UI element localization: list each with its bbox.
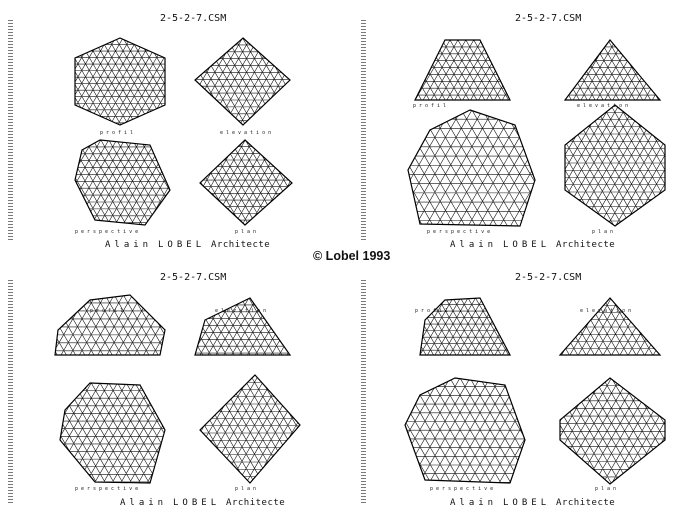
- plan-label: plan: [595, 486, 620, 492]
- wireframe-mesh: [560, 378, 665, 484]
- file-name: 2-5-2-7.CSM: [160, 272, 227, 283]
- mesh-outline: [59, 382, 166, 484]
- wireframe-mesh: [55, 295, 165, 355]
- mesh-outline: [194, 297, 292, 356]
- wireframe-mesh: [200, 375, 300, 483]
- first-name: Alain: [450, 240, 498, 250]
- first-name: Alain: [450, 498, 498, 508]
- perspective-label: perspective: [427, 229, 494, 235]
- wireframe-mesh: [75, 140, 170, 225]
- plan-label: plan: [235, 486, 260, 492]
- elevation-label: elevation: [215, 308, 270, 314]
- wireframe-mesh: [405, 378, 525, 483]
- profil-label: profil: [415, 308, 452, 314]
- mesh-outline: [563, 39, 662, 101]
- architect-signature: Alain LOBEL Architecte: [450, 498, 615, 508]
- first-name: Alain: [105, 240, 153, 250]
- last-name: LOBEL: [503, 498, 551, 508]
- file-name: 2-5-2-7.CSM: [515, 272, 582, 283]
- architect-signature: Alain LOBEL Architecte: [450, 240, 615, 250]
- profil-label: profil: [100, 130, 137, 136]
- architect-signature: Alain LOBEL Architecte: [105, 240, 270, 250]
- wireframe-mesh: [408, 110, 535, 226]
- mesh-outline: [414, 39, 511, 101]
- last-name: LOBEL: [503, 240, 551, 250]
- file-name: 2-5-2-7.CSM: [160, 13, 227, 24]
- mesh-outline: [558, 297, 662, 356]
- role: Architecte: [211, 240, 271, 250]
- mesh-outline: [194, 37, 291, 126]
- perspective-label: perspective: [75, 229, 142, 235]
- role: Architecte: [556, 498, 616, 508]
- mesh-outline: [404, 377, 526, 484]
- parameter-column: [361, 20, 366, 240]
- parameter-column: [8, 280, 13, 505]
- plan-label: plan: [592, 229, 617, 235]
- mesh-outline: [74, 37, 166, 126]
- elevation-label: elevation: [580, 308, 635, 314]
- elevation-label: elevation: [577, 103, 632, 109]
- perspective-label: perspective: [75, 486, 142, 492]
- role: Architecte: [226, 498, 286, 508]
- wireframe-mesh: [195, 38, 290, 125]
- profil-label: profil: [413, 103, 450, 109]
- file-name: 2-5-2-7.CSM: [515, 13, 582, 24]
- last-name: LOBEL: [173, 498, 221, 508]
- plan-label: plan: [235, 229, 260, 235]
- mesh-outline: [74, 139, 171, 226]
- last-name: LOBEL: [158, 240, 206, 250]
- profil-label: profil: [90, 308, 127, 314]
- parameter-column: [361, 280, 366, 505]
- wireframe-mesh: [565, 40, 660, 100]
- wireframe-mesh: [75, 38, 165, 125]
- mesh-outline: [199, 139, 293, 226]
- mesh-outline: [419, 297, 511, 356]
- copyright: © Lobel 1993: [313, 249, 391, 263]
- wireframe-mesh: [420, 298, 510, 355]
- mesh-outline: [199, 374, 301, 484]
- wireframe-mesh: [60, 383, 165, 483]
- mesh-outline: [564, 104, 666, 227]
- mesh-outline: [407, 109, 536, 227]
- wireframe-mesh: [200, 140, 292, 225]
- architect-signature: Alain LOBEL Architecte: [120, 498, 285, 508]
- wireframe-mesh: [195, 298, 290, 355]
- perspective-label: perspective: [430, 486, 497, 492]
- parameter-column: [8, 20, 13, 240]
- wireframe-mesh: [565, 105, 665, 226]
- elevation-label: elevation: [220, 130, 275, 136]
- mesh-outline: [559, 377, 666, 485]
- first-name: Alain: [120, 498, 168, 508]
- mesh-outline: [54, 294, 166, 356]
- role: Architecte: [556, 240, 616, 250]
